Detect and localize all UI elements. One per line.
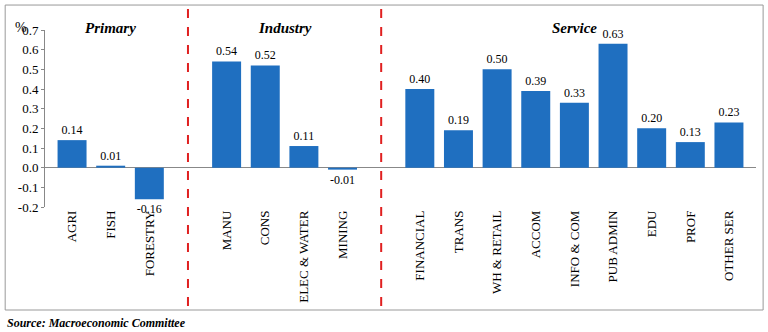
svg-text:Industry: Industry: [258, 20, 312, 36]
svg-text:0.63: 0.63: [603, 27, 624, 41]
svg-text:PUB ADMIN: PUB ADMIN: [605, 210, 620, 282]
svg-text:%: %: [15, 20, 27, 35]
svg-text:FORESTRY: FORESTRY: [142, 210, 157, 276]
svg-text:ELEC & WATER: ELEC & WATER: [296, 210, 311, 303]
svg-text:0.23: 0.23: [718, 105, 739, 119]
svg-text:-0.1: -0.1: [18, 180, 39, 195]
svg-text:0.33: 0.33: [564, 86, 585, 100]
svg-text:Service: Service: [552, 20, 597, 36]
svg-text:0.3: 0.3: [22, 101, 38, 116]
svg-text:FINANCIAL: FINANCIAL: [412, 211, 427, 281]
svg-text:-0.16: -0.16: [137, 202, 162, 216]
svg-text:TRANS: TRANS: [451, 211, 466, 254]
svg-text:FISH: FISH: [103, 211, 118, 239]
svg-text:0.7: 0.7: [22, 23, 39, 38]
svg-text:0.19: 0.19: [448, 113, 469, 127]
svg-text:0.4: 0.4: [22, 82, 39, 97]
svg-text:WH & RETAIL: WH & RETAIL: [489, 211, 504, 294]
svg-text:Primary: Primary: [85, 20, 136, 36]
svg-text:-0.2: -0.2: [18, 200, 39, 215]
svg-text:OTHER SER: OTHER SER: [721, 210, 736, 281]
svg-text:0.13: 0.13: [680, 125, 701, 139]
svg-text:0.54: 0.54: [216, 44, 237, 58]
svg-text:MINING: MINING: [335, 211, 350, 259]
svg-text:0.2: 0.2: [22, 121, 38, 136]
svg-text:0.39: 0.39: [525, 74, 546, 88]
svg-text:AGRI: AGRI: [64, 211, 79, 243]
svg-text:0.11: 0.11: [294, 129, 315, 143]
svg-text:PROF: PROF: [683, 211, 698, 244]
svg-text:0.14: 0.14: [62, 123, 83, 137]
svg-text:-0.01: -0.01: [330, 173, 355, 187]
svg-text:0.6: 0.6: [22, 42, 39, 57]
svg-text:MANU: MANU: [219, 210, 234, 250]
svg-text:CONS: CONS: [257, 211, 272, 246]
svg-text:ACCOM: ACCOM: [528, 210, 543, 258]
svg-text:0.20: 0.20: [641, 111, 662, 125]
svg-text:0.1: 0.1: [22, 141, 38, 156]
svg-text:Source: Macroeconomic Committe: Source: Macroeconomic Committee: [7, 316, 186, 330]
svg-text:0.5: 0.5: [22, 62, 38, 77]
svg-text:0.50: 0.50: [487, 52, 508, 66]
svg-text:INFO & COM: INFO & COM: [567, 210, 582, 287]
svg-text:0.40: 0.40: [409, 72, 430, 86]
svg-text:0.01: 0.01: [100, 149, 121, 163]
svg-text:EDU: EDU: [644, 210, 659, 237]
svg-text:0.52: 0.52: [255, 48, 276, 62]
svg-text:0.0: 0.0: [22, 160, 38, 175]
